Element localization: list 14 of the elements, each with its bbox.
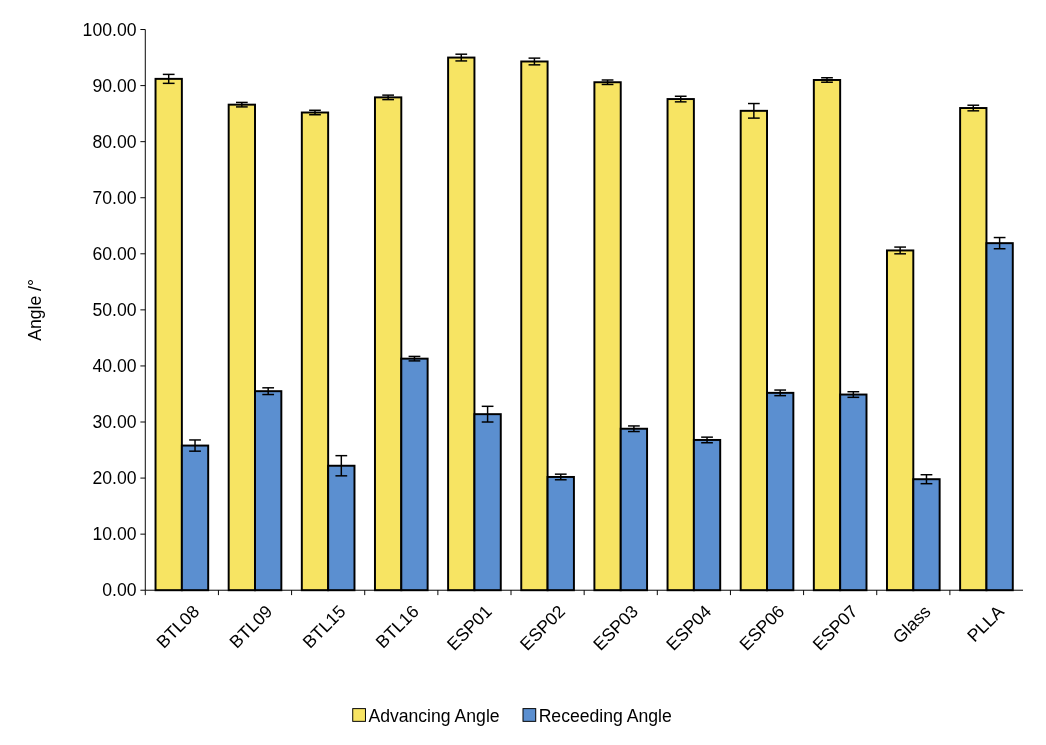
y-tick-label: 30.00 — [92, 412, 137, 433]
legend-label: Receeding Angle — [538, 705, 673, 726]
y-tick-label: 10.00 — [92, 524, 137, 545]
y-tick-label: 90.00 — [92, 75, 137, 96]
y-tick-label: 70.00 — [92, 187, 137, 208]
y-tick-label: 0.00 — [102, 580, 137, 601]
y-tick-label: 60.00 — [92, 243, 137, 264]
y-tick-label: 100.00 — [82, 19, 137, 40]
y-tick-label: 50.00 — [92, 300, 137, 321]
y-axis-title: Angle /° — [24, 278, 45, 341]
legend-label: Advancing Angle — [368, 705, 500, 726]
y-tick-label: 80.00 — [92, 131, 137, 152]
y-tick-label: 20.00 — [92, 468, 137, 489]
y-tick-label: 40.00 — [92, 356, 137, 377]
